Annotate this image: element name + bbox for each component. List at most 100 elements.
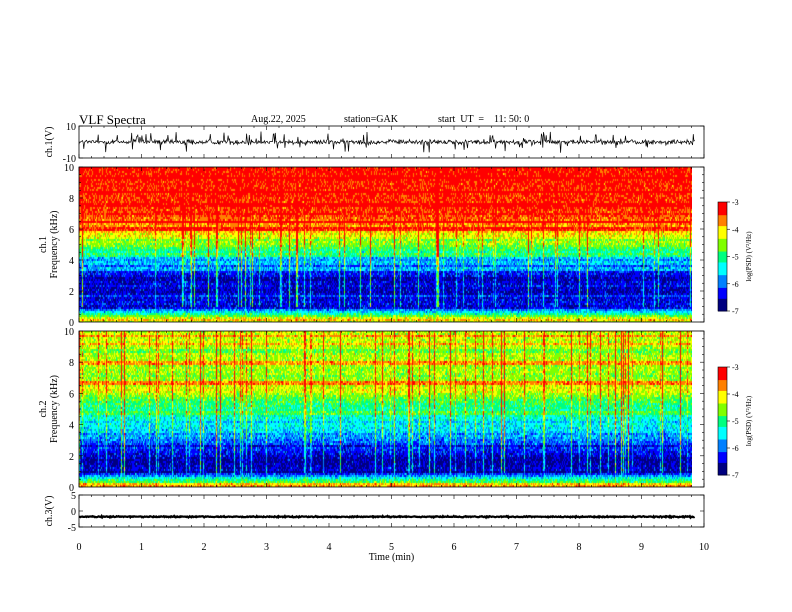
- ch1-cbar-swatch: [718, 274, 727, 277]
- ch1-cbar-swatch: [718, 287, 727, 290]
- ch1-spec-image: [79, 167, 692, 322]
- ch1-cbar-swatch: [718, 209, 727, 212]
- ch2-cbar-swatch: [718, 422, 727, 426]
- ch2-cbar-swatch: [718, 419, 727, 422]
- ch2-cbar-swatch: [718, 431, 727, 435]
- time-tick-label: 6: [452, 542, 457, 553]
- time-tick-label: 5: [389, 542, 394, 553]
- ch1-cbar-swatch: [718, 300, 727, 303]
- ch2-cbar-swatch: [718, 446, 727, 449]
- ch2-cbar-swatch: [718, 471, 727, 474]
- ch3-wave-ytick-label: 5: [71, 491, 76, 502]
- ch2-cbar-swatch: [718, 410, 727, 413]
- ch3-wave-ylabel: ch.3(V): [44, 496, 55, 527]
- ch1-wave-ytick-label: -10: [63, 154, 76, 165]
- ch1-cbar-swatch: [718, 238, 727, 241]
- ch2-spectrogram-panel: 0 2 4 6 8 10 ch.2 Frequency (kHz): [38, 327, 705, 494]
- ch2-cbar-swatch: [718, 386, 727, 390]
- ch1-cbar-swatch: [718, 278, 727, 281]
- ch2-cbar-swatch: [718, 377, 727, 381]
- ch2-cbar-tick-label: -7: [732, 471, 739, 480]
- ch2-spec-ytick-label: 8: [69, 358, 74, 369]
- ch1-cbar-swatch: [718, 294, 727, 297]
- ch1-cbar-swatch: [718, 254, 727, 257]
- ch2-cbar-swatch: [718, 370, 727, 373]
- ch1-waveform-panel: 10 -10 ch.1(V): [44, 122, 705, 165]
- time-tick-label: 9: [639, 542, 644, 553]
- ch1-cbar-swatch: [718, 236, 727, 239]
- ch3-wave-ytick-label: -5: [68, 523, 76, 534]
- ch1-cbar-swatch: [718, 267, 727, 270]
- ch2-spec-ylabel-channel: ch.2: [38, 401, 49, 418]
- ch2-cbar-swatch: [718, 390, 727, 393]
- ch2-cbar-swatch: [718, 430, 727, 433]
- ch2-cbar-swatch: [718, 451, 727, 454]
- ch1-cbar-swatch: [718, 305, 727, 308]
- ch2-spec-ytick-label: 6: [69, 389, 74, 400]
- ch1-cbar-swatch: [718, 203, 727, 207]
- ch2-spec-ytick-label: 4: [69, 421, 74, 432]
- time-tick-label: 3: [264, 542, 269, 553]
- ch2-cbar-swatch: [718, 466, 727, 469]
- ch2-cbar-swatch: [718, 367, 727, 370]
- ch2-cbar-swatch: [718, 381, 727, 384]
- ch2-cbar-swatch: [718, 403, 727, 406]
- ch1-spec-ylabel-channel: ch.1: [38, 236, 49, 253]
- ch1-cbar-swatch: [718, 232, 727, 236]
- ch2-cbar-swatch: [718, 428, 727, 431]
- ch1-cbar-tick-label: -7: [732, 307, 739, 316]
- ch1-spec-ytick-label: 10: [64, 163, 74, 174]
- ch1-cbar-swatch: [718, 251, 727, 254]
- ch1-spec-ytick-label: 4: [69, 256, 74, 267]
- ch2-cbar-swatch: [718, 437, 727, 440]
- ch2-cbar-swatch: [718, 376, 727, 379]
- ch2-cbar-label: log(PSD) (V²/Hz): [745, 395, 753, 446]
- ch1-cbar-swatch: [718, 283, 727, 287]
- time-tick-label: 8: [577, 542, 582, 553]
- ch1-cbar-swatch: [718, 241, 727, 245]
- ch2-cbar-swatch: [718, 401, 727, 404]
- ch2-cbar-swatch: [718, 426, 727, 429]
- station-label: station=GAK: [344, 114, 398, 125]
- ch1-cbar-tick-label: -5: [732, 253, 739, 262]
- ch2-spec-ytick-label: 0: [69, 483, 74, 494]
- ch2-cbar-swatch: [718, 408, 727, 411]
- ch1-cbar-swatch: [718, 212, 727, 216]
- ch2-cbar-swatch: [718, 473, 727, 476]
- ch1-cbar-swatch: [718, 247, 727, 250]
- ch1-spec-ytick-label: 8: [69, 194, 74, 205]
- ch1-cbar-swatch: [718, 240, 727, 243]
- ch2-cbar-swatch: [718, 458, 727, 462]
- time-tick-label: 1: [139, 542, 144, 553]
- ch1-cbar-swatch: [718, 301, 727, 305]
- time-tick-label: 7: [514, 542, 519, 553]
- ch2-cbar-swatch: [718, 388, 727, 391]
- ch2-cbar-swatch: [718, 383, 727, 386]
- ch1-cbar-swatch: [718, 214, 727, 218]
- ch1-wave-ylabel: ch.1(V): [44, 127, 55, 158]
- ch1-cbar-swatch: [718, 202, 727, 205]
- ch2-cbar-swatch: [718, 439, 727, 442]
- start-time-label: start UT = 11: 50: 0: [438, 114, 530, 125]
- ch2-cbar-swatch: [718, 374, 727, 377]
- ch2-cbar-swatch: [718, 395, 727, 399]
- ch1-cbar-swatch: [718, 218, 727, 221]
- ch1-cbar-swatch: [718, 261, 727, 265]
- ch2-cbar-tick-label: -6: [732, 444, 739, 453]
- ch1-cbar-swatch: [718, 269, 727, 272]
- ch2-spec-ylabel-frequency: Frequency (kHz): [49, 375, 60, 443]
- ch1-cbar-swatch: [718, 265, 727, 268]
- ch1-cbar-swatch: [718, 216, 727, 219]
- ch3-waveform-panel: 5 0 -5 ch.3(V): [44, 491, 705, 534]
- ch2-cbar-swatch: [718, 417, 727, 420]
- ch1-cbar-swatch: [718, 260, 727, 263]
- ch1-cbar-swatch: [718, 245, 727, 248]
- ch2-cbar-swatch: [718, 415, 727, 418]
- ch1-cbar-swatch: [718, 256, 727, 259]
- ch1-cbar-swatch: [718, 285, 727, 288]
- ch2-cbar-tick-label: -3: [732, 363, 739, 372]
- ch2-cbar-swatch: [718, 455, 727, 458]
- ch1-colorbar: -3 -4 -5 -6 -7 log(PSD) (V²/Hz): [717, 198, 753, 316]
- ch2-cbar-swatch: [718, 413, 727, 417]
